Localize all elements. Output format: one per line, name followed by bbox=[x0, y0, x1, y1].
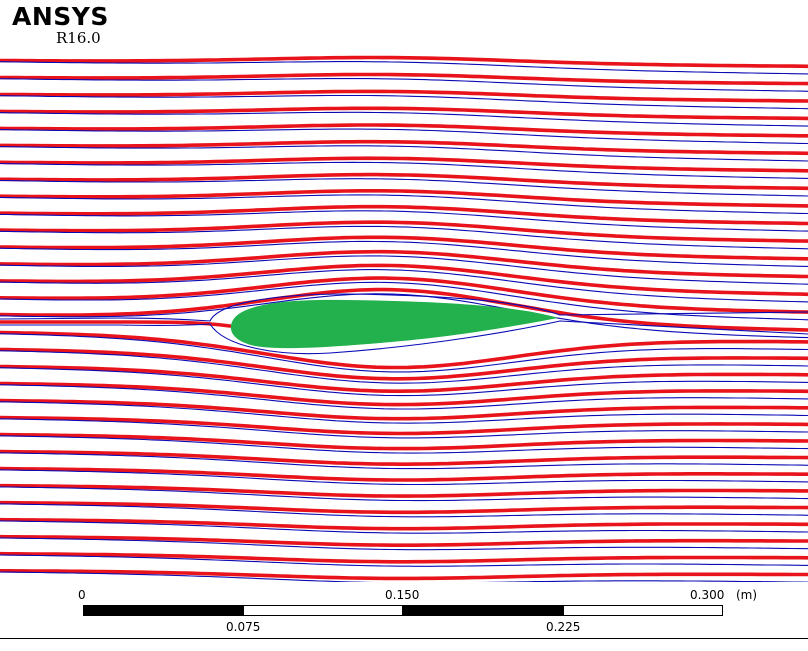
streamline-red bbox=[0, 189, 808, 208]
scale-segment-4 bbox=[563, 605, 723, 616]
streamline-blue bbox=[0, 503, 808, 518]
streamline-red bbox=[0, 204, 808, 226]
streamline-plot bbox=[0, 55, 808, 582]
streamline-red bbox=[0, 517, 808, 531]
ansys-logo: ANSYS R16.0 bbox=[12, 4, 109, 46]
streamline-blue bbox=[0, 178, 808, 197]
streamline-blue bbox=[0, 350, 808, 384]
streamline-red bbox=[0, 72, 808, 86]
streamline-blue bbox=[0, 401, 808, 424]
streamline-stagnation-lower bbox=[0, 320, 808, 355]
streamline-red bbox=[0, 551, 808, 564]
streamline-blue bbox=[0, 240, 808, 267]
streamline-blue bbox=[0, 111, 808, 127]
streamline-red bbox=[0, 569, 808, 581]
streamline-blue bbox=[0, 269, 808, 303]
streamline-red bbox=[0, 449, 808, 466]
streamline-red bbox=[0, 500, 808, 515]
scale-segment-3 bbox=[403, 605, 563, 616]
streamline-blue bbox=[0, 333, 808, 373]
streamline-red bbox=[0, 106, 808, 121]
streamline-blue bbox=[0, 210, 808, 232]
streamline-blue bbox=[0, 128, 808, 145]
streamline-red bbox=[0, 139, 808, 156]
streamline-red bbox=[0, 347, 808, 381]
streamline-blue bbox=[0, 78, 808, 92]
streamlines-red bbox=[0, 55, 808, 581]
streamline-blue bbox=[0, 194, 808, 215]
streamline-red bbox=[0, 123, 808, 138]
logo-release: R16.0 bbox=[56, 29, 101, 47]
streamline-red bbox=[0, 276, 808, 314]
streamline-red bbox=[0, 156, 808, 173]
streamlines-blue bbox=[0, 61, 808, 582]
streamline-blue bbox=[0, 161, 808, 179]
streamline-blue bbox=[0, 469, 808, 486]
streamline-red bbox=[0, 263, 808, 297]
streamline-stagnation-upper bbox=[0, 293, 808, 322]
logo-brand: ANSYS bbox=[12, 2, 109, 31]
streamline-red bbox=[0, 235, 808, 261]
scale-label-0225: 0.225 bbox=[546, 620, 581, 634]
scale-segment-2 bbox=[243, 605, 403, 616]
streamline-red bbox=[0, 466, 808, 482]
streamline-blue bbox=[0, 94, 808, 110]
streamline-red bbox=[0, 534, 808, 547]
scale-label-0150: 0.150 bbox=[385, 588, 420, 602]
streamline-blue bbox=[0, 293, 808, 339]
streamline-blue bbox=[0, 486, 808, 502]
streamline-blue bbox=[0, 520, 808, 534]
streamline-red bbox=[0, 172, 808, 191]
streamline-red bbox=[0, 287, 808, 332]
streamline-red bbox=[0, 483, 808, 498]
scale-label-0075: 0.075 bbox=[226, 620, 261, 634]
streamline-red bbox=[0, 364, 808, 393]
streamline-blue bbox=[0, 435, 808, 454]
streamline-blue bbox=[0, 145, 808, 162]
streamline-red bbox=[0, 432, 808, 451]
streamline-blue bbox=[0, 418, 808, 439]
streamline-red bbox=[0, 89, 808, 103]
streamline-blue bbox=[0, 367, 808, 397]
streamline-stagnation-red bbox=[0, 320, 232, 328]
streamline-red bbox=[0, 381, 808, 407]
bottom-divider bbox=[0, 638, 808, 639]
streamline-blue bbox=[0, 225, 808, 250]
streamline-blue bbox=[0, 281, 808, 321]
scale-label-0300: 0.300 bbox=[690, 588, 725, 602]
streamline-blue bbox=[0, 452, 808, 470]
scale-bar: 0 0.150 0.300 (m) 0.075 0.225 bbox=[0, 582, 808, 651]
scale-label-0: 0 bbox=[78, 588, 86, 602]
streamline-blue bbox=[0, 554, 808, 567]
streamline-red bbox=[0, 415, 808, 436]
streamline-blue bbox=[0, 384, 808, 410]
streamline-red bbox=[0, 220, 808, 243]
streamline-red bbox=[0, 55, 808, 69]
scale-unit: (m) bbox=[736, 588, 758, 602]
streamline-blue bbox=[0, 571, 808, 582]
scale-segment-1 bbox=[83, 605, 243, 616]
airfoil-shape bbox=[230, 299, 558, 349]
streamline-blue bbox=[0, 537, 808, 551]
streamline-red bbox=[0, 398, 808, 421]
streamline-red bbox=[0, 249, 808, 279]
streamline-blue bbox=[0, 61, 808, 75]
streamline-red bbox=[0, 330, 808, 370]
streamline-blue bbox=[0, 255, 808, 285]
